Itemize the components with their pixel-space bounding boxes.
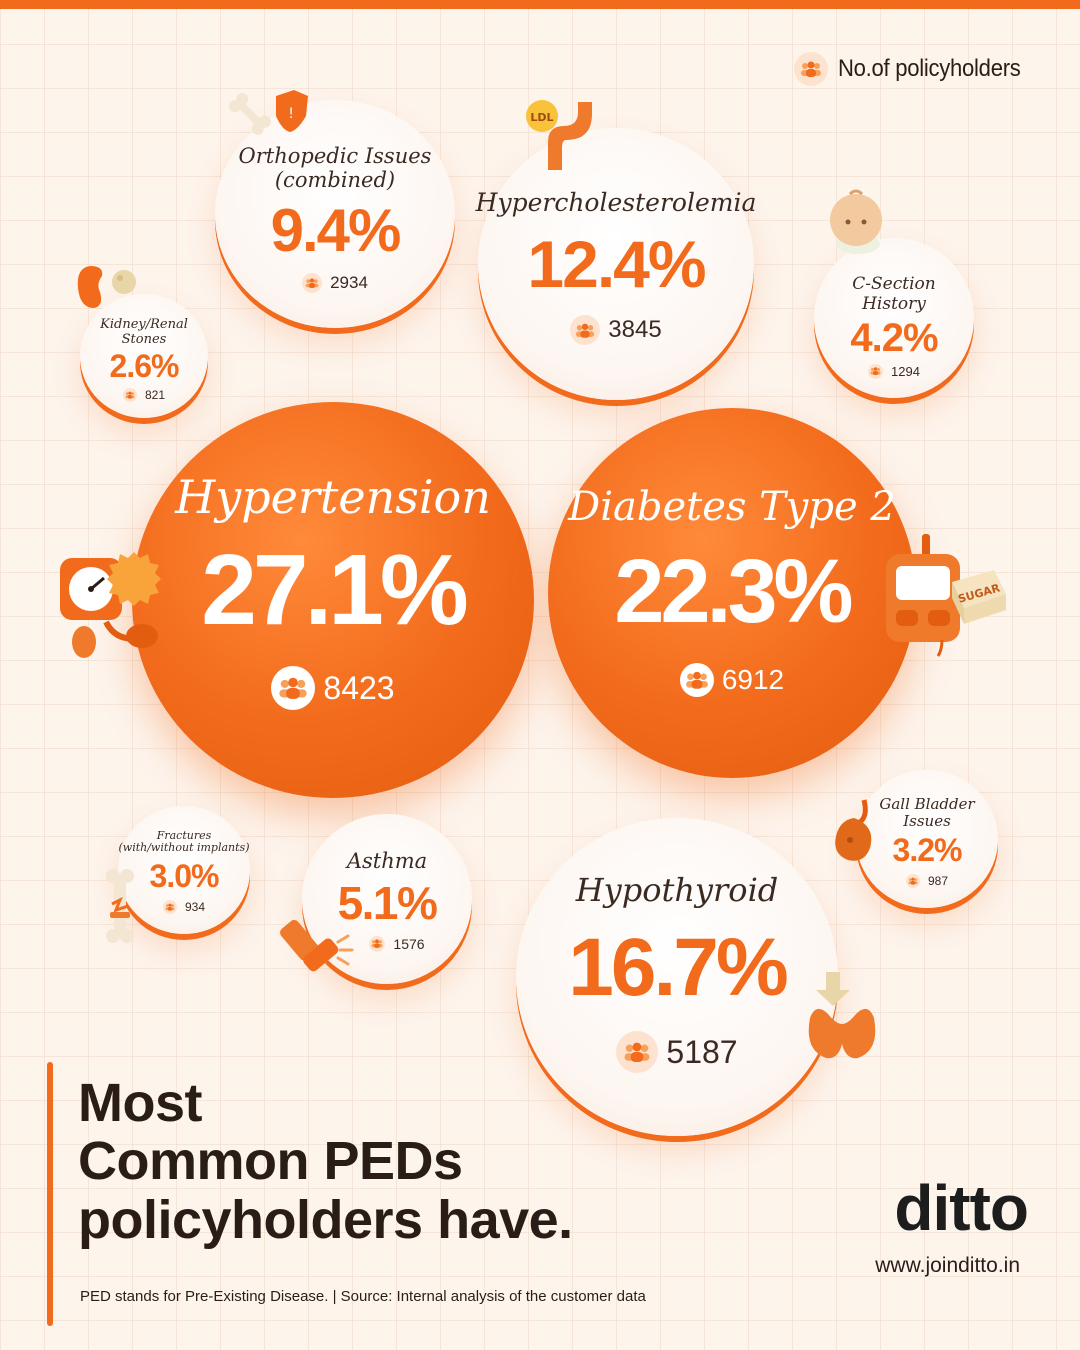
bubble-hypertension: Hypertension 27.1% 8423	[132, 402, 534, 798]
bubble-count: 821	[144, 387, 166, 402]
bubble-label: Orthopedic Issues	[238, 144, 432, 169]
bubble-count: 3845	[608, 316, 662, 343]
inhaler-icon	[278, 912, 358, 983]
website-link[interactable]: www.joinditto.in	[875, 1254, 1020, 1277]
fractured-bone-icon	[100, 866, 140, 951]
bubble-label: Gall Bladder	[879, 795, 975, 814]
ldl-badge: LDL	[530, 111, 553, 124]
people-icon	[271, 665, 316, 710]
people-icon	[122, 387, 137, 402]
people-icon	[616, 1030, 659, 1073]
page-title: Most Common PEDs policyholders have.	[78, 1074, 573, 1249]
people-icon	[868, 363, 884, 379]
bubble-label: Hypothyroid	[575, 871, 779, 910]
top-accent-bar	[0, 0, 1080, 9]
bubble-label: Hypertension	[175, 470, 491, 525]
title-line: policyholders have.	[78, 1189, 573, 1250]
kidney-stone-icon	[74, 262, 140, 317]
people-icon	[369, 935, 386, 952]
bubble-count: 1576	[393, 935, 425, 952]
bone-shield-icon: !	[228, 86, 308, 151]
bubble-count: 2934	[330, 273, 368, 293]
bubble-value: 3.2%	[892, 831, 963, 868]
bubble-count: 8423	[323, 669, 395, 706]
bubble-label: Hypercholesterolemia	[475, 188, 757, 217]
bubble-count: 6912	[721, 664, 785, 696]
bubble-label: C-Section	[852, 274, 936, 295]
people-icon	[794, 52, 828, 86]
bubble-label: Asthma	[346, 849, 428, 874]
bubble-value: 12.4%	[527, 227, 706, 301]
people-icon	[302, 272, 323, 293]
chart-legend: No.of policyholders	[794, 52, 1036, 86]
bubble-count: 5187	[666, 1033, 738, 1070]
people-icon	[679, 663, 714, 698]
heading-accent-bar	[47, 1062, 53, 1326]
bubble-label-sub: History	[862, 293, 926, 314]
svg-text:!: !	[288, 106, 294, 122]
bubble-asthma: Asthma 5.1% 1576	[302, 814, 472, 984]
bubble-label: Fractures	[156, 828, 212, 842]
people-icon	[162, 900, 177, 915]
baby-icon	[822, 186, 888, 261]
bubble-value: 4.2%	[850, 315, 938, 360]
bubble-gallbladder: Gall Bladder Issues 3.2% 987	[856, 770, 998, 908]
bubble-orthopedic: Orthopedic Issues (combined) 9.4% 2934	[215, 100, 455, 328]
people-icon	[905, 873, 920, 888]
bubble-label-sub: Stones	[121, 332, 167, 347]
blood-pressure-monitor-icon	[56, 538, 166, 667]
bubble-value: 9.4%	[270, 196, 402, 264]
bubble-hypercholesterolemia: Hypercholesterolemia 12.4% 3845	[475, 128, 757, 400]
bubble-value: 2.6%	[109, 347, 180, 384]
thyroid-icon	[800, 970, 884, 1071]
bubble-label-sub: (with/without implants)	[118, 841, 250, 854]
glucometer-sugar-icon: SUGAR	[882, 528, 1012, 663]
ldl-artery-icon: LDL	[522, 96, 602, 177]
bubble-count: 1294	[891, 363, 920, 379]
footnote: PED stands for Pre-Existing Disease. | S…	[80, 1288, 646, 1305]
bubble-value: 5.1%	[337, 876, 438, 929]
bubble-diabetes: Diabetes Type 2 22.3% 6912	[548, 408, 916, 778]
bubble-hypothyroid: Hypothyroid 16.7% 5187	[516, 818, 838, 1136]
gall-bladder-icon	[830, 796, 878, 869]
bubble-label-sub: (combined)	[274, 168, 396, 192]
bubble-fractures: Fractures (with/without implants) 3.0% 9…	[118, 806, 250, 934]
bubble-label-sub: Issues	[903, 812, 951, 830]
title-line: Common PEDs	[78, 1131, 463, 1192]
bubble-value: 27.1%	[201, 533, 469, 646]
bubble-count: 987	[927, 873, 949, 888]
bubble-csection: C-Section History 4.2% 1294	[814, 238, 974, 398]
bubble-kidney: Kidney/Renal Stones 2.6% 821	[80, 294, 208, 418]
bubble-label: Kidney/Renal	[100, 317, 188, 333]
people-icon	[570, 315, 601, 345]
title-line: Most	[78, 1073, 202, 1133]
brand-logo: ditto	[894, 1172, 1029, 1244]
bubble-count: 934	[184, 900, 206, 915]
bubble-value: 3.0%	[149, 858, 220, 895]
legend-label: No.of policyholders	[838, 55, 1021, 82]
bubble-label: Diabetes Type 2	[568, 483, 896, 530]
bubble-value: 22.3%	[614, 542, 853, 643]
bubble-value: 16.7%	[568, 921, 789, 1013]
